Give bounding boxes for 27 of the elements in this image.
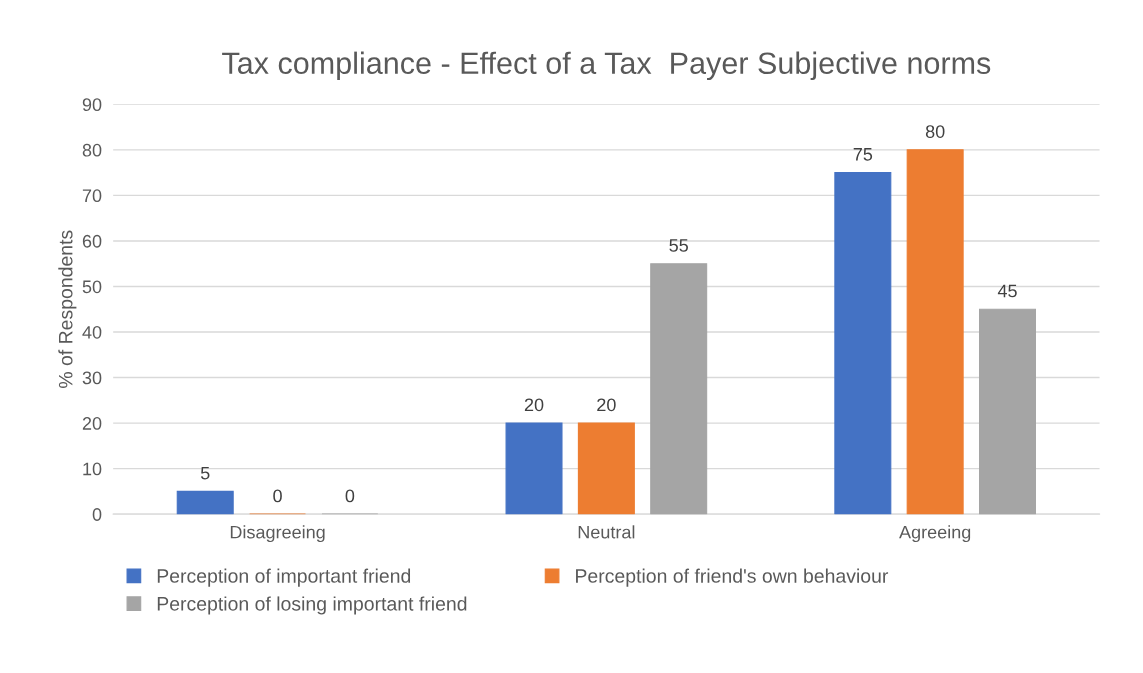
data-label: 75 [853, 148, 873, 161]
y-tick-label: 80 [82, 143, 102, 157]
chart-title: Tax compliance - Effect of a Tax Payer Subjective norms [222, 51, 991, 81]
data-label: 20 [597, 398, 616, 412]
data-label: 0 [345, 489, 355, 503]
y-tick-label: 30 [82, 371, 102, 385]
y-tick-label: 10 [83, 462, 102, 476]
y-tick-label: 0 [92, 508, 102, 521]
y-tick-label: 40 [82, 325, 102, 339]
x-tick-label: Agreeing [899, 525, 971, 543]
legend-label: Perception of important friend [157, 568, 411, 587]
legend-label: Perception of friend's own behaviour [576, 568, 889, 587]
data-label: 55 [669, 239, 688, 252]
legend-label: Perception of losing important friend [157, 596, 467, 615]
y-axis-title: % of Respondents [58, 230, 77, 388]
data-label: 0 [273, 489, 282, 503]
data-label: 45 [997, 284, 1017, 298]
y-tick-label: 60 [82, 234, 102, 248]
data-label: 80 [925, 125, 945, 138]
y-tick-label: 70 [82, 189, 102, 203]
data-label: 20 [524, 398, 544, 412]
x-tick-label: Neutral [578, 525, 635, 539]
y-tick-label: 90 [82, 98, 102, 112]
x-tick-label: Disagreeing [230, 525, 325, 543]
data-label: 5 [200, 466, 210, 480]
y-tick-label: 20 [82, 417, 102, 430]
y-tick-label: 50 [82, 280, 102, 294]
